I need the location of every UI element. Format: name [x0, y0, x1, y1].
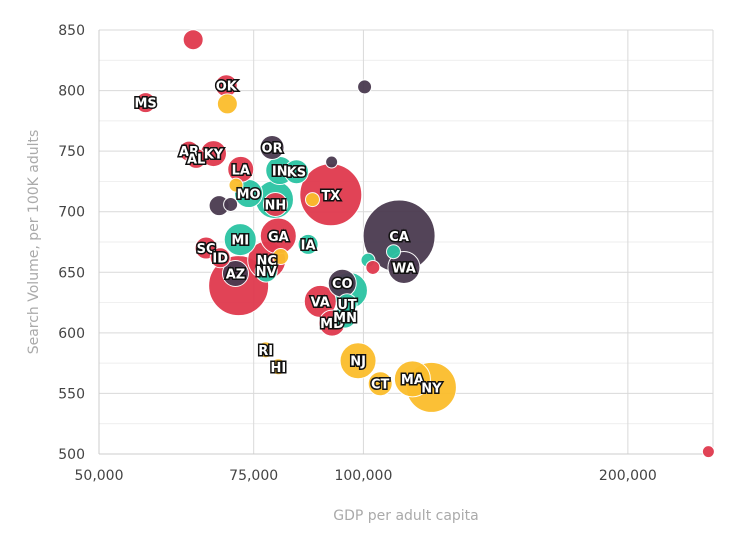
bubble-label: RI	[258, 344, 273, 359]
bubble-label: AZ	[226, 267, 246, 282]
bubble-point	[283, 159, 309, 185]
x-tick-label: 75,000	[229, 468, 278, 484]
bubble-label: SC	[197, 242, 216, 257]
x-tick-label: 100,000	[334, 468, 392, 484]
bubble-point	[367, 371, 393, 397]
bubble-point	[272, 248, 290, 266]
bubble-point	[257, 341, 275, 359]
bubble-point	[304, 192, 320, 208]
bubble-point	[387, 250, 421, 284]
bubble-label: OR	[262, 142, 283, 157]
bubble-label: MI	[231, 234, 249, 249]
bubble-label: IN	[272, 165, 288, 180]
bubble-point	[339, 342, 377, 380]
bubble-point	[209, 247, 231, 269]
bubble-label: MD	[320, 317, 344, 332]
bubble-label: NH	[265, 198, 287, 213]
bubble-label: MO	[237, 188, 261, 203]
bubble-label: CO	[332, 277, 353, 292]
bubble-label: MS	[134, 97, 156, 112]
bubble-label: NC	[256, 254, 276, 269]
bubble-point	[216, 93, 238, 115]
bubble-label: MN	[333, 311, 357, 326]
axes: 500 550 600 650 700 750 800 850 50,000 75,000 100,…	[58, 23, 713, 484]
bubble-point	[221, 259, 249, 287]
bubble-label: NY	[421, 381, 442, 396]
bubble-point	[259, 135, 285, 161]
bubble-label: WA	[392, 261, 416, 276]
y-tick-label: 500	[58, 447, 85, 463]
bubble-label: KS	[287, 166, 306, 181]
bubble-point	[223, 223, 257, 257]
y-tick-label: 600	[58, 326, 85, 342]
bubble-label: KY	[204, 148, 224, 163]
bubble-point	[223, 196, 239, 212]
y-tick-label: 850	[58, 23, 85, 39]
x-tick-label: 50,000	[75, 468, 124, 484]
bubble-point	[254, 259, 278, 283]
bubble-point	[262, 191, 288, 217]
x-axis-title: GDP per adult capita	[333, 508, 479, 524]
bubble-label: MA	[401, 373, 424, 388]
bubble-point	[185, 147, 207, 169]
bubble-point	[386, 244, 402, 260]
bubble-label: CT	[371, 378, 390, 393]
bubble-label: HI	[270, 361, 286, 376]
bubble-point	[182, 29, 204, 51]
bubble-point	[269, 358, 287, 376]
bubble-label: CA	[389, 230, 409, 245]
bubble-label: NJ	[350, 355, 366, 370]
bubble-label: GA	[268, 230, 289, 245]
bubble-label: LA	[232, 163, 250, 178]
y-axis-title: Search Volume, per 100K adults	[26, 130, 42, 355]
bubble-label: AL	[187, 152, 205, 167]
bubble-point	[228, 177, 244, 193]
y-tick-label: 800	[58, 84, 85, 100]
bubble-label: IA	[301, 238, 316, 253]
bubble-label: VA	[311, 295, 330, 310]
bubbles	[135, 29, 715, 459]
bubble-label: UT	[337, 298, 357, 313]
bubble-point	[701, 445, 715, 459]
bubble-point	[393, 360, 431, 398]
bubble-point	[365, 259, 381, 275]
bubble-label: ID	[212, 252, 228, 267]
y-tick-label: 750	[58, 144, 85, 160]
bubble-point	[357, 79, 373, 95]
x-tick-label: 200,000	[599, 468, 657, 484]
bubble-point	[297, 233, 319, 255]
bubble-label: NV	[256, 265, 277, 280]
bubble-point	[336, 293, 358, 315]
y-tick-label: 550	[58, 386, 85, 402]
bubble-label: OK	[216, 80, 238, 95]
bubble-label: TX	[321, 189, 340, 204]
bubble-point	[135, 92, 157, 114]
y-tick-label: 700	[58, 205, 85, 221]
y-tick-label: 650	[58, 265, 85, 281]
bubble-point	[325, 155, 339, 169]
bubble-label: AR	[179, 145, 199, 160]
